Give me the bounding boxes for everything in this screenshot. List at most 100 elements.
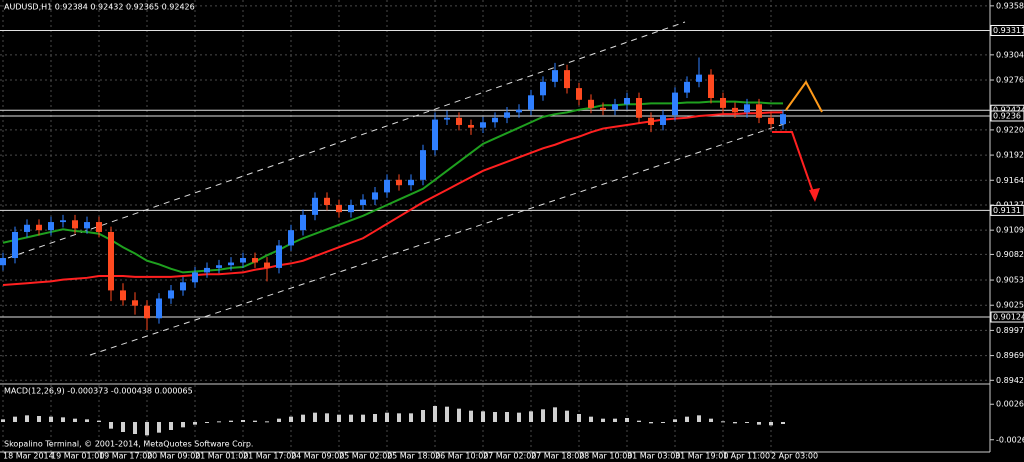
- macd-bar: [25, 415, 29, 422]
- x-tick-label: 28 Mar 10:00: [579, 452, 632, 461]
- y-tick-label: 0.90535: [996, 276, 1024, 285]
- price-level-label: 0.9236: [993, 111, 1021, 120]
- candle-body: [636, 97, 642, 118]
- x-tick-label: 19 Mar 01:00: [51, 452, 104, 461]
- macd-bar: [625, 418, 629, 422]
- candle-body: [144, 305, 150, 319]
- y-tick-label: 0.91925: [996, 151, 1024, 160]
- candle-body: [396, 179, 402, 186]
- y-tick-label: 0.9109: [996, 226, 1024, 235]
- candle-body: [744, 104, 750, 113]
- candle-body: [0, 258, 6, 266]
- macd-bar: [121, 422, 125, 432]
- macd-bar: [97, 420, 101, 422]
- macd-bar: [193, 422, 197, 425]
- macd-bar: [745, 422, 749, 423]
- macd-bar: [361, 414, 365, 422]
- macd-bar: [517, 412, 521, 422]
- candle-body: [264, 262, 270, 268]
- x-tick-label: 24 Mar 09:00: [291, 452, 344, 461]
- candle-body: [612, 104, 618, 110]
- candle-body: [648, 117, 654, 125]
- candle-body: [12, 231, 18, 259]
- macd-bar: [169, 422, 173, 430]
- macd-bar: [721, 421, 725, 423]
- candle-body: [300, 214, 306, 231]
- candle-body: [564, 70, 570, 89]
- candle-body: [552, 70, 558, 82]
- candle-body: [372, 192, 378, 200]
- footer: Skopalino Terminal, © 2001-2014, MetaQuo…: [4, 440, 253, 449]
- macd-bar: [37, 416, 41, 422]
- candle-body: [276, 245, 282, 268]
- x-tick-label: 21 Mar 01:00: [195, 452, 248, 461]
- candle-body: [48, 222, 54, 231]
- candle-body: [456, 117, 462, 125]
- candle-body: [708, 74, 714, 98]
- candle-body: [600, 107, 606, 110]
- candle-body: [672, 92, 678, 116]
- candle-body: [168, 290, 174, 299]
- candle-body: [132, 300, 138, 306]
- macd-bar: [697, 415, 701, 422]
- candle-body: [696, 74, 702, 82]
- macd-bar: [49, 416, 53, 422]
- macd-bar: [301, 414, 305, 422]
- macd-bar: [229, 420, 233, 422]
- candle-body: [96, 222, 102, 232]
- candle-body: [720, 97, 726, 108]
- moving-average: [2, 100, 783, 274]
- macd-bar: [709, 418, 713, 422]
- candle-body: [180, 282, 186, 291]
- candle-body: [228, 262, 234, 266]
- forecast-arrow-orange: [785, 80, 823, 113]
- candle-body: [504, 112, 510, 118]
- x-tick-label: 31 Mar 19:00: [675, 452, 728, 461]
- x-tick-label: 31 Mar 03:00: [627, 452, 680, 461]
- price-level-label: 0.9131: [993, 206, 1021, 215]
- plot: [0, 29, 990, 330]
- macd-bar: [313, 412, 317, 422]
- candle-body: [444, 117, 450, 120]
- macd-bar: [205, 422, 209, 423]
- macd-bar: [133, 422, 137, 434]
- candle-body: [756, 104, 762, 118]
- macd-bar: [613, 418, 617, 422]
- candle-body: [240, 258, 246, 263]
- macd-bar: [601, 418, 605, 422]
- macd-bar: [781, 422, 785, 424]
- macd-bar: [349, 414, 353, 422]
- candle-body: [480, 122, 486, 128]
- candle-body: [288, 230, 294, 246]
- y-tick-label: 0.8942: [996, 376, 1024, 385]
- x-tick-label: 25 Mar 02:00: [339, 452, 392, 461]
- macd-bar: [277, 418, 281, 422]
- macd-bar: [109, 422, 113, 429]
- macd-bar: [649, 422, 653, 424]
- x-tick-label: 21 Mar 17:00: [243, 452, 296, 461]
- macd-bar: [505, 412, 509, 422]
- macd-bar: [433, 406, 437, 422]
- macd-bar: [589, 416, 593, 422]
- candle-body: [384, 179, 390, 193]
- candle-body: [768, 117, 774, 125]
- candle-body: [576, 88, 582, 100]
- candle-body: [732, 107, 738, 113]
- macd-bar: [337, 414, 341, 422]
- macd-bar: [685, 416, 689, 422]
- macd-label: MACD(12,26,9) -0.000373 -0.000438 0.0000…: [4, 387, 193, 396]
- candle-body: [420, 150, 426, 180]
- candle-body: [120, 290, 126, 301]
- y-tick-label: 0.9082: [996, 250, 1024, 259]
- candle-body: [216, 265, 222, 268]
- macd-bar: [673, 419, 677, 422]
- candle-body: [432, 119, 438, 151]
- y-tick-label: 0.9304: [996, 50, 1024, 59]
- macd-bar: [661, 422, 665, 423]
- x-tick-label: 19 Mar 17:00: [99, 452, 152, 461]
- macd-bar: [493, 412, 497, 422]
- price-level-box: [990, 110, 1024, 122]
- candle-body: [108, 231, 114, 291]
- candle-body: [516, 109, 522, 113]
- x-tick-label: 18 Mar 2014: [3, 452, 54, 461]
